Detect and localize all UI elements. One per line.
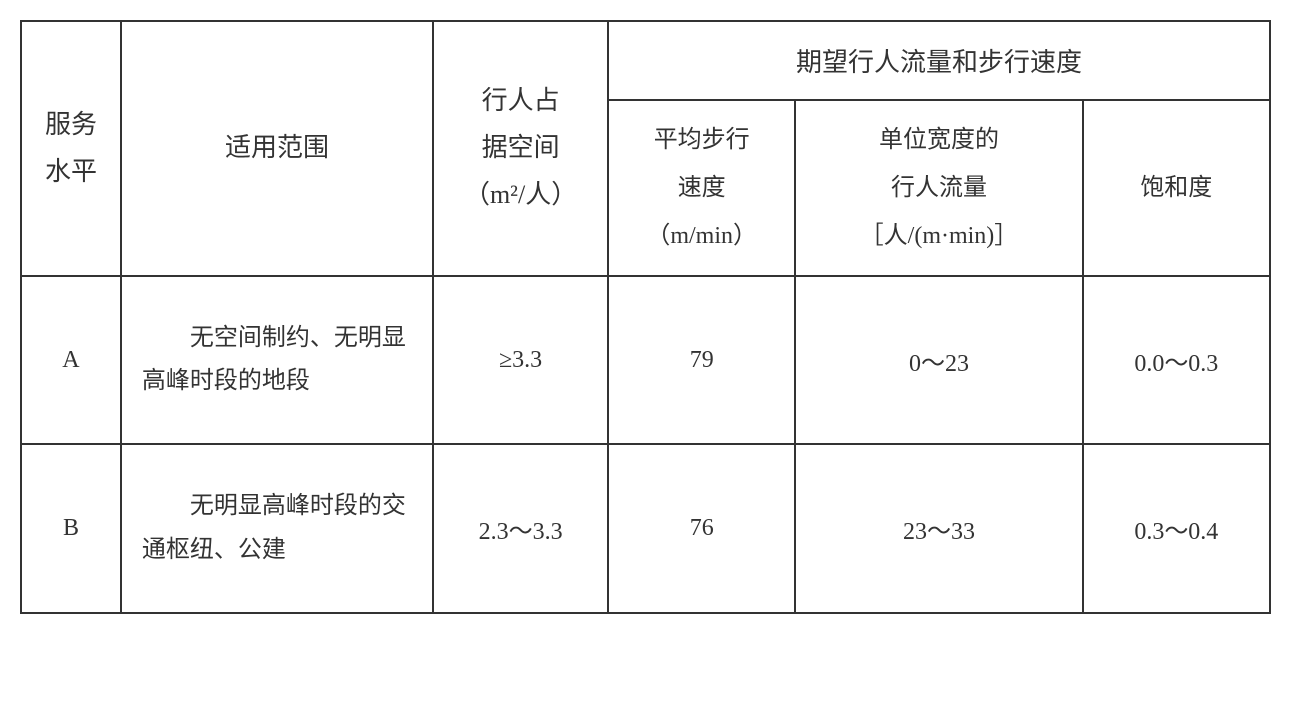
cell-text: 76 [690, 515, 714, 541]
cell-space: ≥3.3 [433, 276, 608, 444]
header-text: 行人占 据空间 （m²/人） [464, 86, 577, 209]
cell-text: 0～23 [909, 351, 969, 377]
cell-text: B [63, 515, 79, 541]
header-text: 平均步行 速度 （m/min） [646, 127, 757, 249]
table-container: 服务 水平 适用范围 行人占 据空间 （m²/人） 期望行人流量和步行速度 平均… [20, 20, 1271, 614]
cell-scope: 无空间制约、无明显高峰时段的地段 [121, 276, 433, 444]
cell-text: 79 [690, 347, 714, 373]
cell-space: 2.3～3.3 [433, 444, 608, 612]
cell-speed: 76 [608, 444, 795, 612]
header-text: 饱和度 [1140, 175, 1212, 201]
cell-scope: 无明显高峰时段的交通枢纽、公建 [121, 444, 433, 612]
header-service-level: 服务 水平 [21, 21, 121, 276]
table-row: A 无空间制约、无明显高峰时段的地段 ≥3.3 79 0～23 0.0～0.3 [21, 276, 1270, 444]
header-text: 单位宽度的 行人流量 ［人/(m·min)］ [860, 127, 1019, 249]
header-row-1: 服务 水平 适用范围 行人占 据空间 （m²/人） 期望行人流量和步行速度 [21, 21, 1270, 100]
header-text: 适用范围 [225, 133, 329, 162]
table-body: A 无空间制约、无明显高峰时段的地段 ≥3.3 79 0～23 0.0～0.3 [21, 276, 1270, 613]
cell-flow: 23～33 [795, 444, 1082, 612]
cell-saturation: 0.0～0.3 [1083, 276, 1270, 444]
cell-level: A [21, 276, 121, 444]
table-row: B 无明显高峰时段的交通枢纽、公建 2.3～3.3 76 23～33 0.3～0… [21, 444, 1270, 612]
cell-text: A [62, 347, 79, 373]
header-space: 行人占 据空间 （m²/人） [433, 21, 608, 276]
header-saturation: 饱和度 [1083, 100, 1270, 276]
cell-speed: 79 [608, 276, 795, 444]
cell-text: 23～33 [903, 519, 975, 545]
header-scope: 适用范围 [121, 21, 433, 276]
header-text: 期望行人流量和步行速度 [796, 48, 1082, 77]
header-text: 服务 水平 [45, 110, 97, 186]
service-level-table: 服务 水平 适用范围 行人占 据空间 （m²/人） 期望行人流量和步行速度 平均… [20, 20, 1271, 614]
header-speed: 平均步行 速度 （m/min） [608, 100, 795, 276]
cell-text: 2.3～3.3 [479, 519, 563, 545]
cell-text: ≥3.3 [499, 347, 542, 373]
cell-text: 0.3～0.4 [1134, 519, 1218, 545]
header-group: 期望行人流量和步行速度 [608, 21, 1270, 100]
cell-text: 无明显高峰时段的交通枢纽、公建 [142, 493, 406, 562]
cell-text: 0.0～0.3 [1134, 351, 1218, 377]
cell-level: B [21, 444, 121, 612]
cell-flow: 0～23 [795, 276, 1082, 444]
cell-saturation: 0.3～0.4 [1083, 444, 1270, 612]
header-flow: 单位宽度的 行人流量 ［人/(m·min)］ [795, 100, 1082, 276]
cell-text: 无空间制约、无明显高峰时段的地段 [142, 325, 406, 394]
table-header: 服务 水平 适用范围 行人占 据空间 （m²/人） 期望行人流量和步行速度 平均… [21, 21, 1270, 276]
